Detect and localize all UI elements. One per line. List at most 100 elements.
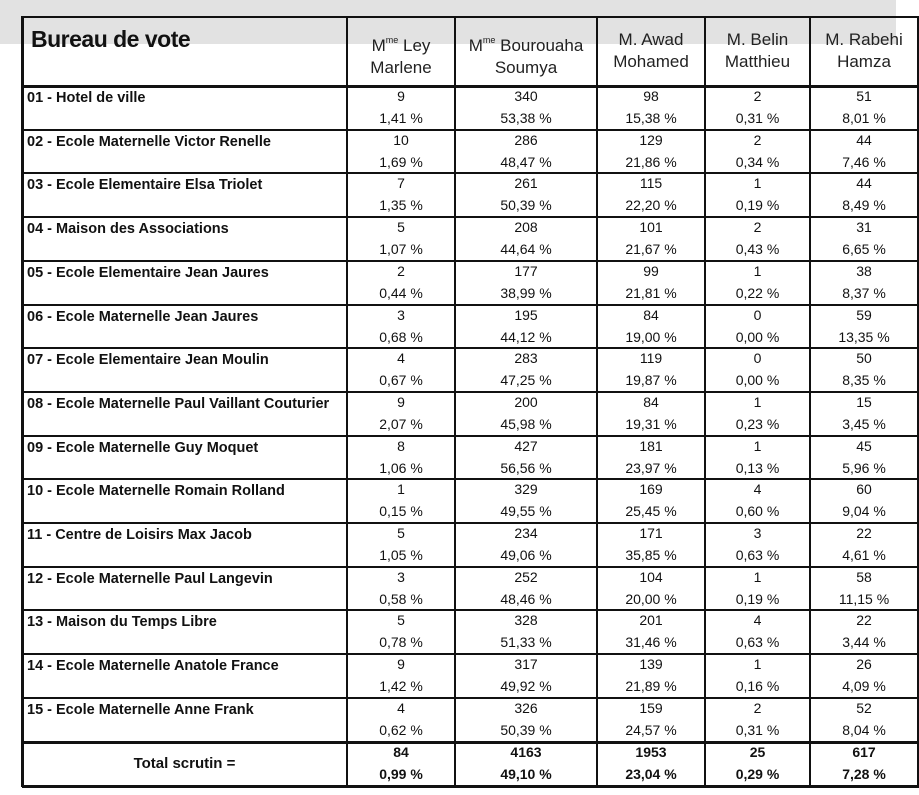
vote-percent: 38,99 % [500,284,552,301]
vote-percent: 0,60 % [735,503,780,520]
vote-count: 317 [514,656,538,673]
vote-count: 9 [397,88,405,104]
vote-percent: 23,04 % [625,765,677,782]
row-border [22,347,919,350]
vote-count: 115 [639,175,663,192]
column-border [596,16,598,787]
total-background [0,0,896,44]
vote-percent: 0,19 % [735,590,780,607]
vote-count: 195 [514,306,538,323]
polling-station-name: 07 - Ecole Elementaire Jean Moulin [27,352,269,369]
candidate-name-part: M. [726,30,746,49]
candidate-name-part: Hamza [837,52,891,71]
vote-percent: 1,07 % [379,241,423,258]
vote-count: 4 [397,350,405,367]
vote-count: 0 [753,306,762,323]
row-border [22,696,919,699]
vote-percent: 8,37 % [842,284,886,301]
vote-count: 261 [514,175,538,192]
polling-station-name: 01 - Hotel de ville [27,90,146,106]
column-border [454,16,456,787]
vote-percent: 0,63 % [735,634,780,651]
vote-percent: 2,07 % [379,415,423,432]
vote-percent: 48,46 % [500,590,552,607]
vote-count: 4 [753,481,762,498]
vote-percent: 0,00 % [735,372,780,389]
vote-percent: 0,22 % [735,284,780,301]
vote-count: 26 [856,656,872,673]
candidate-name-part: Bourouaha [500,36,584,55]
column-border [917,16,919,787]
vote-count: 59 [856,306,872,323]
candidate-name-part: M. [825,30,845,49]
vote-percent: 0,63 % [735,547,780,563]
vote-count: 9 [397,393,405,410]
vote-count: 139 [639,656,663,673]
row-border [22,740,919,744]
vote-percent: 44,64 % [500,241,552,258]
candidate-name-part: me [482,35,496,45]
vote-count: 45 [856,437,872,454]
vote-percent: 15,38 % [625,110,677,126]
vote-count: 98 [643,88,659,104]
polling-station-name: 15 - Ecole Maternelle Anne Frank [27,701,254,718]
vote-count: 1 [753,437,762,454]
vote-count: 5 [397,525,405,541]
vote-count: 3 [397,568,405,585]
vote-percent: 1,69 % [379,153,423,170]
row-border [22,128,919,131]
row-border [22,172,919,175]
vote-percent: 0,23 % [735,415,780,432]
vote-count: 159 [639,699,663,716]
vote-count: 44 [856,175,872,192]
vote-count: 4 [397,699,405,716]
candidate-name-part: M [468,36,483,55]
vote-count: 84 [643,393,659,410]
vote-percent: 13,35 % [838,328,890,345]
vote-count: 5 [397,612,405,629]
vote-count: 99 [643,262,659,279]
polling-station-name: 06 - Ecole Maternelle Jean Jaures [27,308,259,325]
candidate-name-part: M. [618,30,638,49]
vote-percent: 0,31 % [735,721,780,738]
vote-count: 22 [856,612,872,629]
row-border [22,259,919,262]
vote-percent: 51,33 % [500,634,552,651]
column-border [704,16,706,787]
vote-percent: 1,35 % [379,197,423,214]
candidate-header: M. Rabehi Hamza [810,29,918,73]
vote-percent: 49,92 % [500,678,552,695]
row-border [22,16,919,18]
total-label: Total scrutin = [133,754,236,772]
vote-count: 84 [643,306,659,323]
vote-percent: 35,85 % [625,547,677,563]
candidate-name-part: M [371,36,386,55]
row-border [22,85,919,88]
vote-count: 200 [514,393,538,410]
vote-count: 340 [514,88,538,104]
vote-percent: 4,61 % [842,547,886,563]
polling-station-name: 14 - Ecole Maternelle Anatole France [27,658,279,675]
row-border [22,478,919,481]
vote-count: 44 [856,131,872,148]
vote-count: 328 [514,612,538,629]
row-border [22,522,919,524]
vote-percent: 49,10 % [500,765,552,782]
vote-percent: 21,89 % [625,678,677,695]
vote-count: 208 [514,219,538,236]
vote-percent: 0,31 % [735,110,780,126]
vote-count: 1 [753,568,762,585]
vote-count: 9 [397,656,405,673]
vote-percent: 3,44 % [842,634,886,651]
vote-count: 2 [753,131,762,148]
vote-percent: 7,46 % [842,153,886,170]
vote-count: 4163 [510,743,542,760]
column-border [346,16,348,787]
vote-percent: 19,00 % [625,328,677,345]
candidate-name-part: Matthieu [724,52,791,71]
vote-count: 25 [749,743,766,760]
vote-count: 1 [753,656,762,673]
vote-percent: 21,86 % [625,153,677,170]
polling-station-name: 02 - Ecole Maternelle Victor Renelle [27,133,271,150]
